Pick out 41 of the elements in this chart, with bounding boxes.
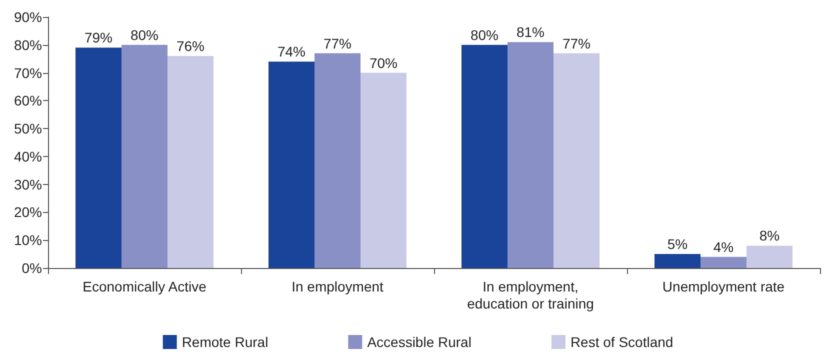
y-tick-label: 30% xyxy=(14,176,42,192)
data-label: 79% xyxy=(84,30,113,46)
bar xyxy=(462,44,508,268)
y-tick-label: 90% xyxy=(14,9,42,25)
bar xyxy=(360,72,406,268)
y-tick-label: 50% xyxy=(14,120,42,137)
data-label: 80% xyxy=(470,26,499,43)
legend-label: Accessible Rural xyxy=(367,334,472,350)
legend-label: Remote Rural xyxy=(182,334,268,350)
bar xyxy=(168,56,214,268)
bar xyxy=(746,246,792,268)
bar xyxy=(554,53,600,268)
data-label: 4% xyxy=(713,238,734,255)
bar xyxy=(654,254,700,268)
x-tick-label: Economically Active xyxy=(82,278,207,294)
legend-label: Rest of Scotland xyxy=(570,334,674,350)
y-tick-label: 40% xyxy=(14,148,42,164)
y-tick-label: 10% xyxy=(14,232,42,248)
y-tick-label: 0% xyxy=(22,260,42,276)
data-label: 77% xyxy=(562,35,591,52)
y-tick-label: 80% xyxy=(14,36,42,53)
data-label: 74% xyxy=(277,44,306,60)
x-tick-label: In employment, education or training xyxy=(467,278,594,312)
data-label: 76% xyxy=(176,38,205,54)
data-label: 8% xyxy=(759,228,780,244)
data-label: 5% xyxy=(667,236,688,252)
y-tick-label: 70% xyxy=(14,64,42,81)
bar xyxy=(76,48,122,268)
y-tick-label: 60% xyxy=(14,92,42,109)
bar xyxy=(508,42,554,268)
y-tick-label: 20% xyxy=(14,204,42,220)
bar xyxy=(700,256,746,268)
x-tick-label: In employment xyxy=(292,278,384,294)
data-label: 81% xyxy=(516,24,545,40)
data-label: 70% xyxy=(369,54,398,71)
bar xyxy=(314,53,360,268)
bar xyxy=(122,44,168,268)
x-tick-label: Unemployment rate xyxy=(662,278,785,294)
bar xyxy=(268,62,314,268)
data-label: 77% xyxy=(323,35,352,52)
data-label: 80% xyxy=(130,26,159,43)
